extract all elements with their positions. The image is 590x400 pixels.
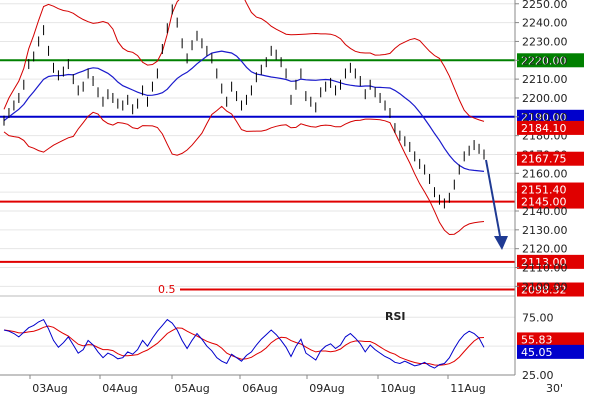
level-badge — [517, 282, 584, 297]
rsi-label: RSI — [385, 310, 406, 323]
price-tick-label: 2230.00 — [522, 35, 568, 48]
time-tick-label: 09Aug — [309, 382, 344, 395]
time-axis: 03Aug 04Aug 05Aug 06Aug 09Aug 10Aug 11Aug — [0, 374, 515, 395]
rsi-marker-label: 45.05 — [521, 346, 553, 359]
rsi-tick-label: 25.00 — [522, 369, 554, 382]
fib-label: 0.5 — [158, 283, 176, 296]
upper-band — [3, 0, 485, 122]
price-tick-label: 2220.00 — [522, 54, 568, 67]
price-marker-label: 2151.40 — [521, 184, 567, 197]
price-tick-label: 2210.00 — [522, 73, 568, 86]
time-tick-label: 03Aug — [32, 382, 67, 395]
rsi-signal-line — [3, 325, 485, 366]
time-tick-label: 10Aug — [380, 382, 415, 395]
level-badge — [517, 53, 584, 68]
level-label: 2190.00 — [521, 111, 567, 124]
price-marker-label: 2167.75 — [521, 153, 567, 166]
rsi-tick-label: 75.00 — [522, 311, 554, 324]
price-tick-label: 2140.00 — [522, 205, 568, 218]
price-tick-label: 2200.00 — [522, 92, 568, 105]
price-tick-label: 2250.00 — [522, 0, 568, 11]
price-tick-label: 2240.00 — [522, 17, 568, 30]
price-panel-bg — [0, 0, 515, 292]
level-label: 2113.00 — [521, 256, 567, 269]
price-marker-badge — [517, 120, 584, 135]
price-tick-label: 2190.00 — [522, 111, 568, 124]
rsi-marker-label: 55.83 — [521, 333, 553, 346]
rsi-series — [3, 318, 485, 369]
horizontal-levels: 2220.00 2190.00 2145.00 2113.00 2098.32 — [0, 53, 584, 297]
rsi-marker-badge — [517, 344, 584, 359]
time-tick-label: 04Aug — [102, 382, 137, 395]
price-marker-label: 2184.10 — [521, 122, 567, 135]
price-tick-label: 2120.00 — [522, 243, 568, 256]
level-label: 2145.00 — [521, 196, 567, 209]
price-tick-label: 2160.00 — [522, 167, 568, 180]
time-tick-label: 11Aug — [450, 382, 485, 395]
level-badge — [517, 254, 584, 269]
price-tick-label: 2100.00 — [522, 280, 568, 293]
rsi-line — [3, 318, 485, 369]
level-label: 2220.00 — [521, 54, 567, 67]
price-series — [3, 0, 485, 236]
price-marker-badge — [517, 182, 584, 197]
level-label: 2098.32 — [521, 284, 567, 297]
level-badge — [517, 109, 584, 124]
forecast-arrow — [485, 159, 508, 250]
rsi-marker-badge — [517, 332, 584, 347]
time-tick-label: 06Aug — [242, 382, 277, 395]
level-badge — [517, 194, 584, 209]
price-tick-label: 2110.00 — [522, 262, 568, 275]
moving-average — [3, 50, 485, 172]
price-tick-label: 2130.00 — [522, 224, 568, 237]
timeframe-label: 30' — [546, 382, 563, 395]
time-tick-label: 05Aug — [174, 382, 209, 395]
lower-band — [3, 105, 485, 236]
price-marker-badge — [517, 151, 584, 166]
